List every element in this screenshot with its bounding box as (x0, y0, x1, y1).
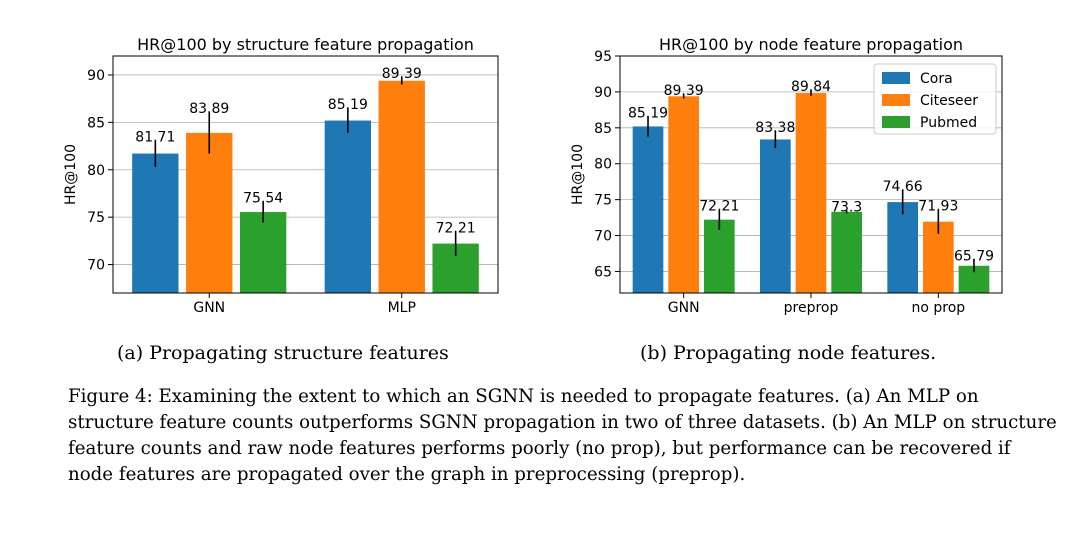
chart-node-feature-propagation: 65 70 75 80 85 90 95 GNN 85.19 89.39 72.21 preprop 8… (570, 35, 1003, 316)
x-tick-label: MLP (388, 300, 416, 316)
legend-swatch-citeseer (882, 94, 910, 106)
y-tick-label: 90 (87, 68, 105, 84)
legend-label: Citeseer (920, 93, 978, 109)
data-label: 89.84 (791, 79, 831, 95)
bar-pubmed (703, 219, 735, 293)
y-tick-label: 75 (594, 193, 612, 209)
legend-label: Cora (920, 71, 953, 87)
y-tick-label: 75 (87, 210, 105, 226)
plot-frame (619, 55, 1003, 294)
y-tick-label: 85 (594, 121, 612, 137)
x-tick-label: no prop (911, 300, 965, 316)
data-label: 89.39 (382, 66, 422, 82)
subcaption-a: (a) Propagating structure features (117, 342, 449, 364)
y-tick-label: 85 (87, 115, 105, 131)
bar-citeseer (668, 96, 699, 293)
bar-citeseer (186, 132, 233, 293)
bar-pubmed (239, 212, 287, 293)
chart-title: HR@100 by structure feature propagation (137, 35, 474, 54)
chart-title: HR@100 by node feature propagation (659, 35, 963, 54)
chart-structure-feature-propagation: 70 75 80 85 90 GNN 81.71 83.89 75.54 MLP 85.19 89.3… (63, 35, 499, 316)
y-tick-label: 65 (594, 264, 612, 280)
data-label: 89.39 (664, 83, 704, 99)
legend-swatch-cora (882, 72, 910, 84)
legend-swatch-pubmed (882, 116, 910, 128)
data-label: 65.79 (954, 248, 994, 264)
figure-caption: Figure 4: Examining the extent to which … (68, 386, 1057, 485)
subcaption-b: (b) Propagating node features. (640, 342, 937, 364)
y-tick-label: 70 (87, 258, 105, 274)
bar-cora (760, 139, 791, 293)
legend-label: Pubmed (920, 115, 977, 131)
data-label: 85.19 (328, 97, 368, 113)
y-tick-label: 90 (594, 85, 612, 101)
x-tick-label: GNN (193, 300, 225, 316)
data-label: 81.71 (135, 129, 175, 145)
plot-frame (112, 55, 499, 294)
y-tick-label: 95 (594, 49, 612, 65)
bar-cora (632, 126, 664, 293)
y-tick-label: 80 (87, 163, 105, 179)
bar-cora (324, 120, 372, 293)
data-label: 73.3 (831, 199, 862, 215)
bar-cora (887, 202, 919, 293)
y-tick-label: 70 (594, 229, 612, 245)
bar-pubmed (831, 211, 862, 293)
x-tick-label: preprop (784, 300, 839, 316)
bar-citeseer (795, 93, 827, 293)
data-label: 83.89 (189, 101, 229, 117)
data-label: 72.21 (699, 199, 739, 215)
data-label: 83.38 (755, 120, 795, 136)
data-label: 75.54 (243, 191, 283, 207)
data-label: 72.21 (436, 220, 476, 236)
y-axis-label: HR@100 (570, 144, 586, 205)
y-axis-label: HR@100 (63, 144, 79, 205)
data-label: 74.66 (883, 179, 923, 195)
y-tick-label: 80 (594, 157, 612, 173)
data-label: 85.19 (628, 105, 668, 121)
bar-cora (132, 153, 179, 293)
bar-citeseer (378, 80, 425, 293)
data-label: 71.93 (918, 198, 958, 214)
x-tick-label: GNN (668, 300, 700, 316)
